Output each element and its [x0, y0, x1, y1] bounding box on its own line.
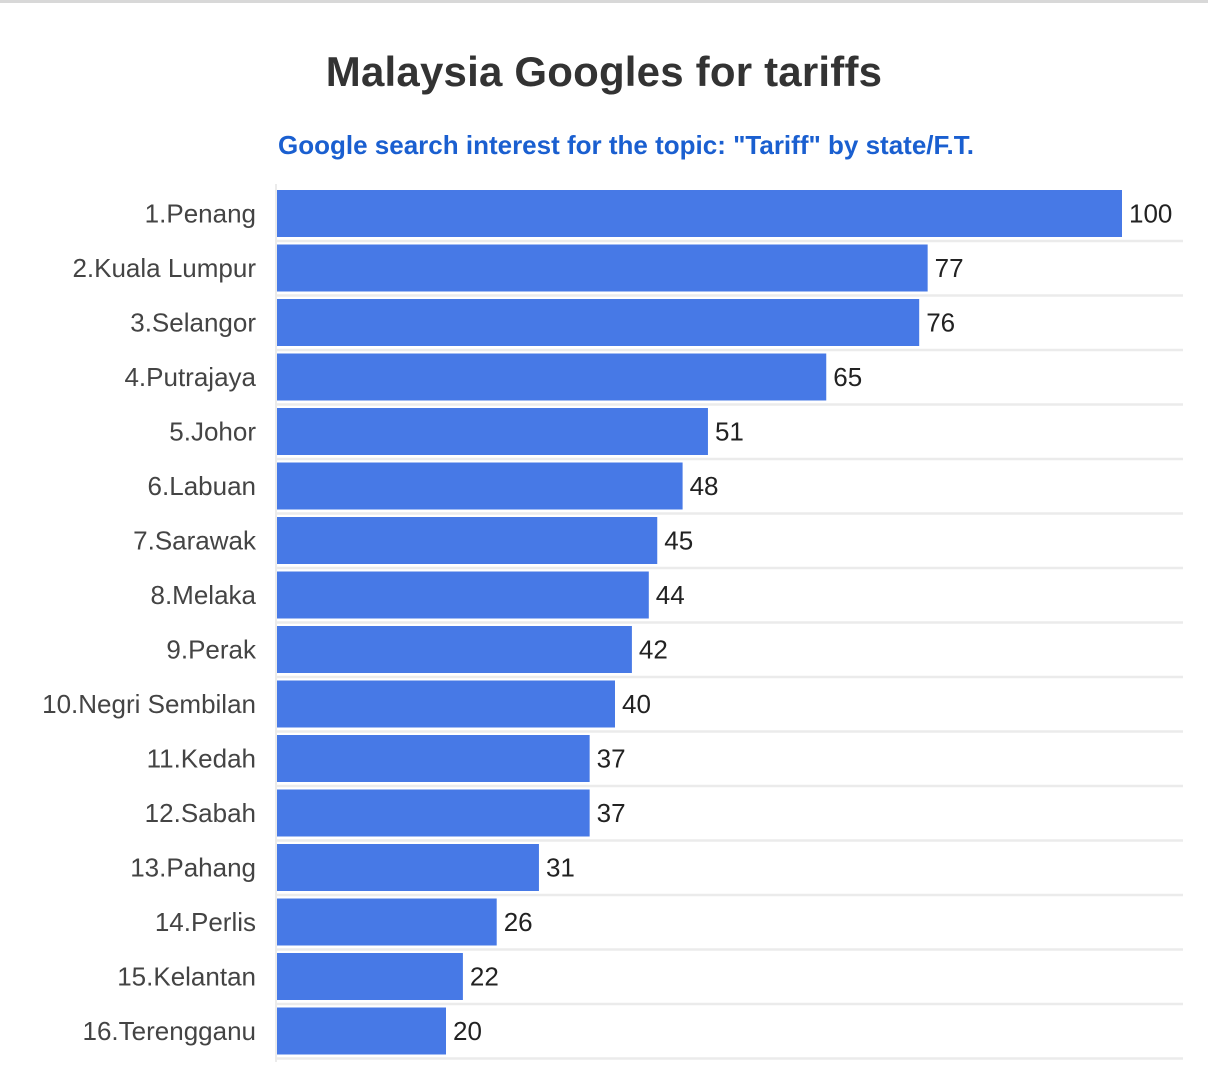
- value-label: 65: [833, 362, 862, 392]
- category-label: 14.Perlis: [155, 907, 256, 937]
- value-label: 44: [656, 580, 685, 610]
- value-label: 77: [935, 253, 964, 283]
- category-label: 4.Putrajaya: [124, 362, 256, 392]
- bar: [277, 1007, 446, 1055]
- bar: [277, 680, 615, 728]
- bar: [277, 244, 928, 292]
- value-label: 26: [504, 907, 533, 937]
- value-label: 48: [690, 471, 719, 501]
- bar: [277, 898, 497, 946]
- category-label: 11.Kedah: [147, 744, 256, 774]
- category-label: 9.Perak: [166, 635, 257, 665]
- category-labels: 1.Penang 2.Kuala Lumpur 3.Selangor 4.Putraj…: [42, 199, 257, 1047]
- category-label: 8.Melaka: [151, 580, 257, 610]
- category-label: 5.Johor: [169, 417, 256, 447]
- bar: [277, 462, 683, 510]
- bar: [277, 353, 827, 401]
- value-label: 31: [546, 853, 575, 883]
- chart-subtitle: Google search interest for the topic: "T…: [278, 130, 974, 160]
- bar: [277, 953, 463, 1000]
- category-label: 3.Selangor: [130, 308, 256, 338]
- bar: [277, 408, 708, 455]
- category-label: 10.Negri Sembilan: [42, 689, 256, 719]
- category-label: 2.Kuala Lumpur: [72, 253, 256, 283]
- category-label: 13.Pahang: [130, 853, 256, 883]
- category-label: 6.Labuan: [148, 471, 256, 501]
- value-label: 20: [453, 1016, 482, 1046]
- value-label: 100: [1129, 199, 1172, 229]
- bar: [277, 517, 658, 564]
- value-label: 22: [470, 962, 499, 992]
- bars: [277, 190, 1122, 1055]
- category-label: 16.Terengganu: [83, 1016, 256, 1046]
- value-label: 42: [639, 635, 668, 665]
- bar: [277, 299, 920, 346]
- bar: [277, 626, 632, 673]
- value-label: 40: [622, 689, 651, 719]
- bar: [277, 789, 590, 837]
- top-border: [0, 0, 1208, 3]
- category-label: 1.Penang: [145, 199, 256, 229]
- category-label: 7.Sarawak: [133, 526, 257, 556]
- bar: [277, 844, 539, 891]
- category-label: 12.Sabah: [145, 798, 256, 828]
- bar: [277, 190, 1122, 237]
- chart-title: Malaysia Googles for tariffs: [325, 48, 883, 95]
- category-label: 15.Kelantan: [117, 962, 256, 992]
- bar: [277, 735, 590, 782]
- value-label: 51: [715, 417, 744, 447]
- value-label: 37: [597, 798, 626, 828]
- value-label: 45: [664, 526, 693, 556]
- bar: [277, 571, 649, 619]
- value-label: 37: [597, 744, 626, 774]
- gridlines: [277, 239, 1183, 1060]
- value-label: 76: [926, 308, 955, 338]
